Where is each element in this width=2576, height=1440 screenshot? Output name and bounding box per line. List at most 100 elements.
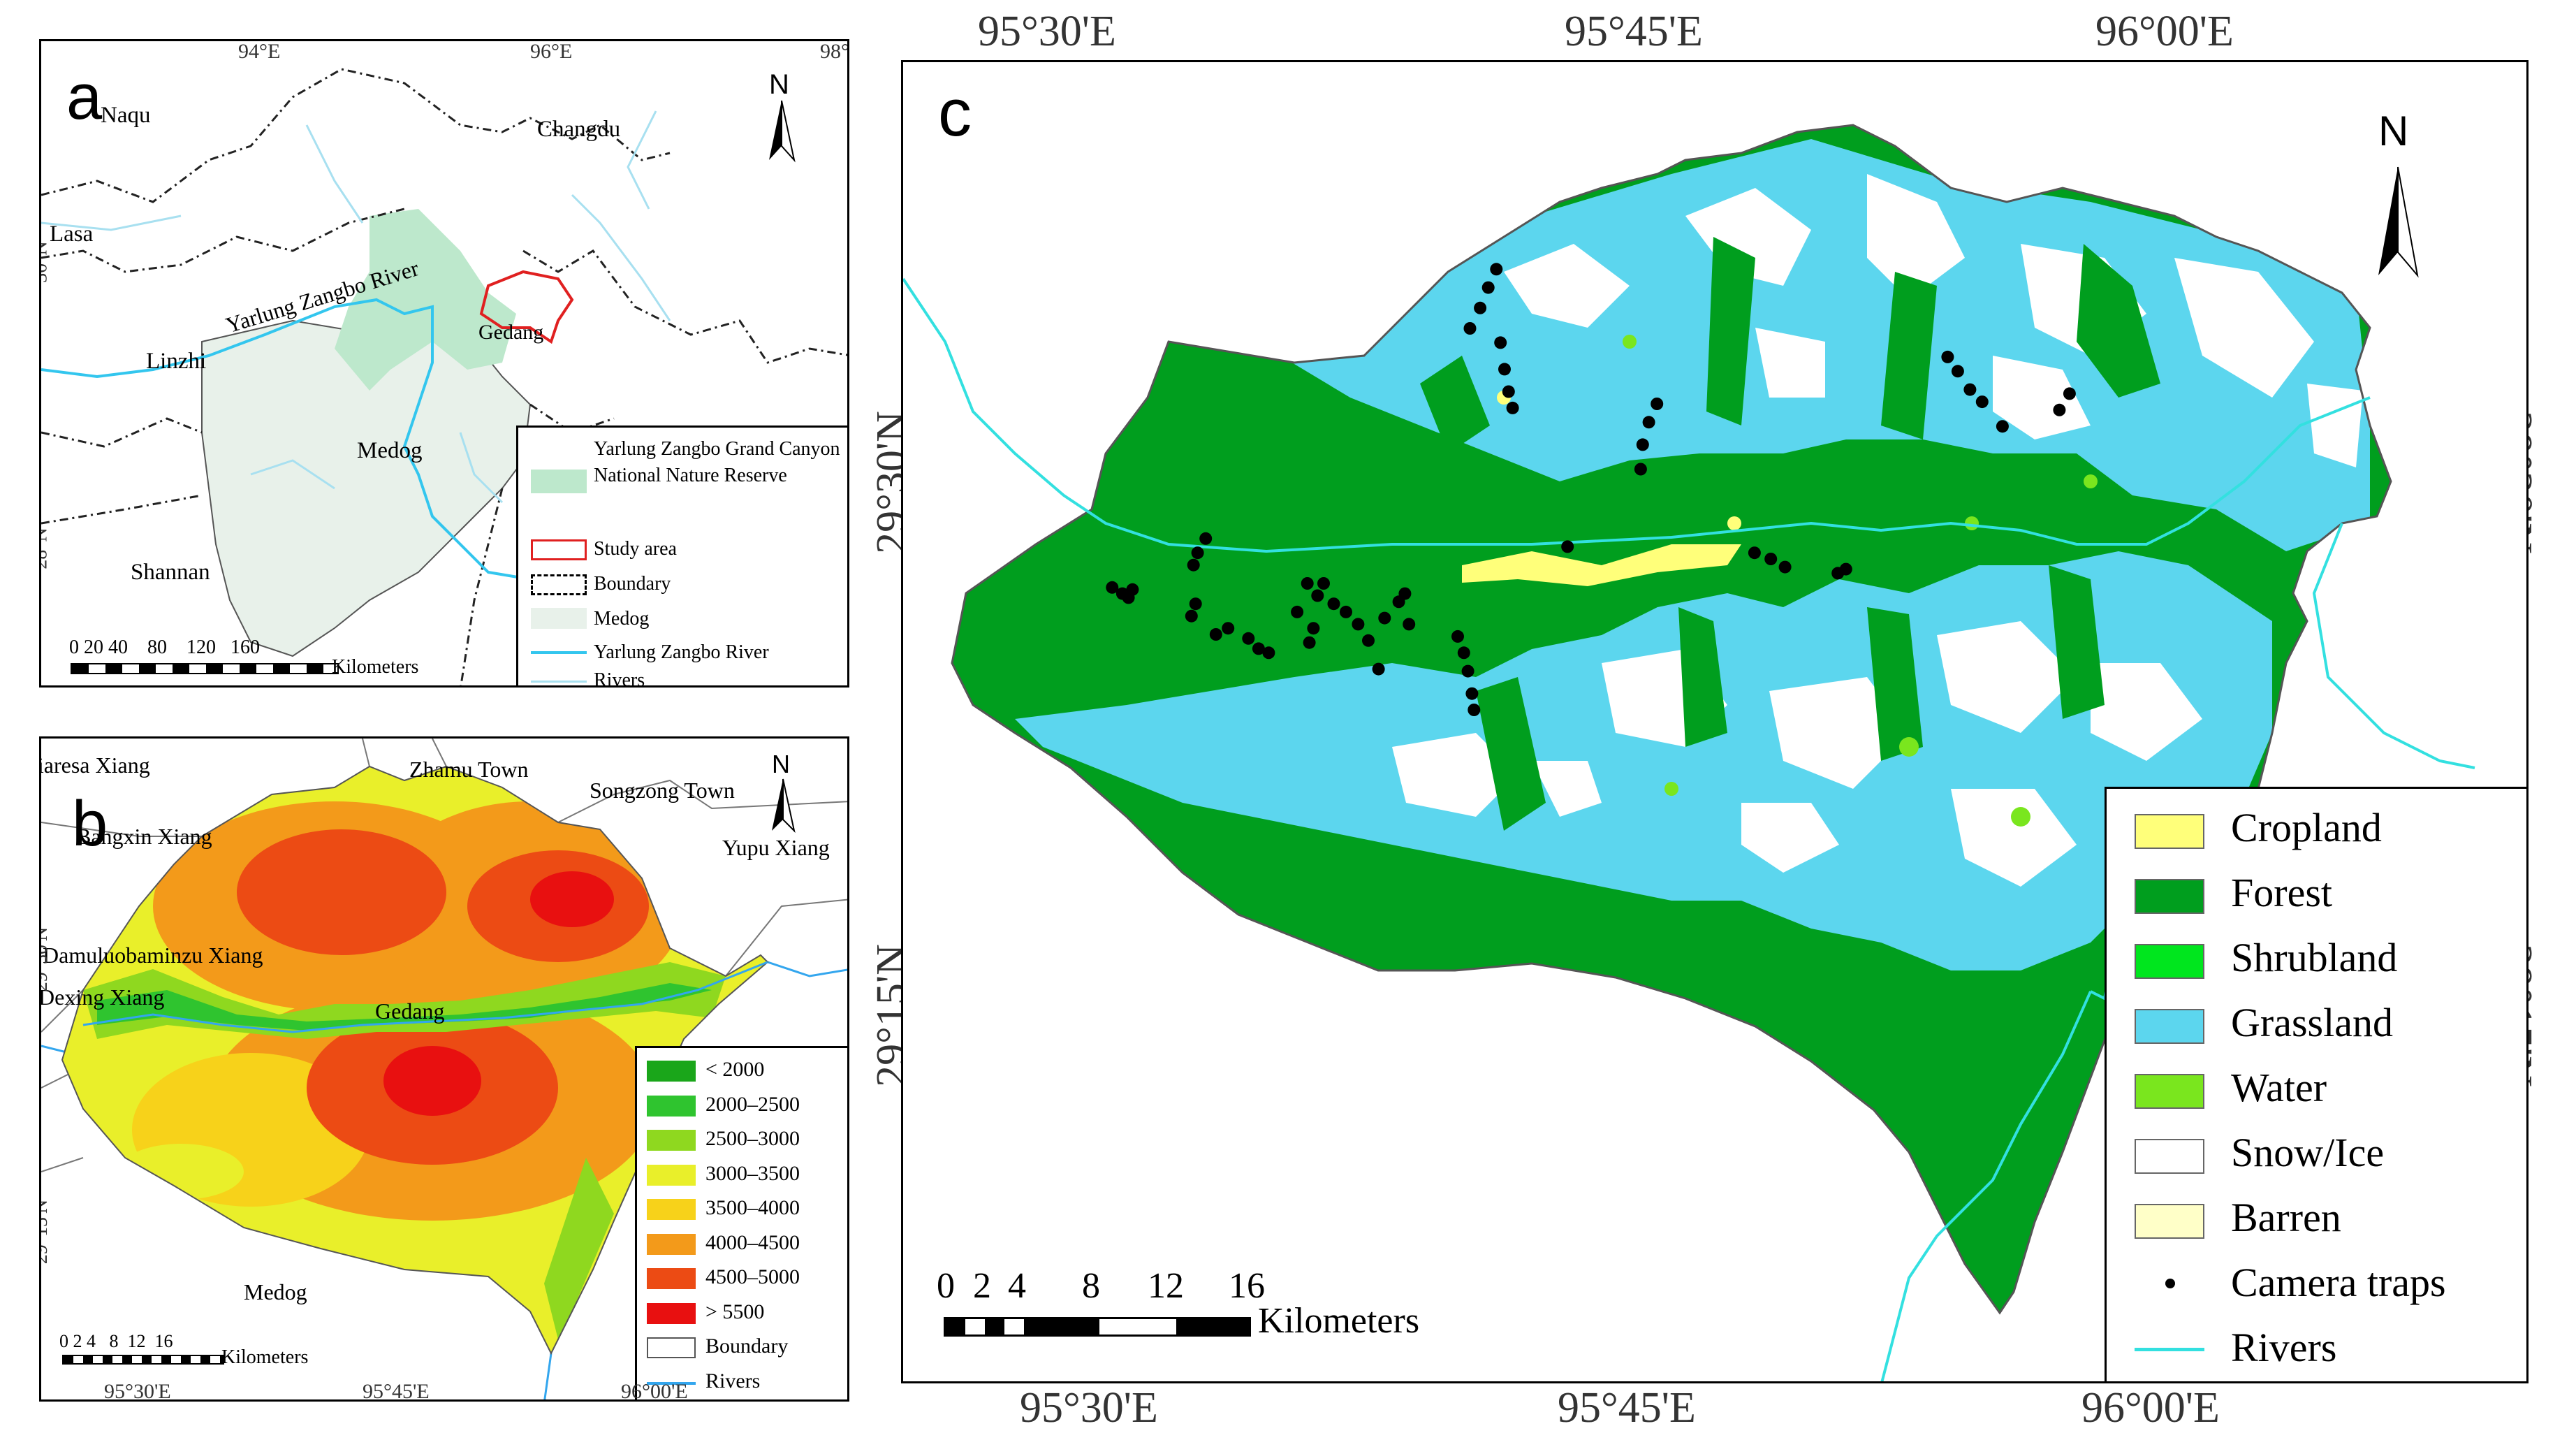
legend-swatch-medog: [531, 608, 587, 629]
camera-trap-point: [1461, 664, 1474, 678]
legend-label: Shrubland: [2231, 935, 2398, 980]
bottom-tick-1: 95°30'E: [104, 1380, 171, 1402]
scale-num-12: 12: [1148, 1266, 1184, 1306]
study-area-boundary: [61, 765, 769, 1355]
east-river: [2312, 523, 2475, 769]
legend-row: 3000–3500: [637, 1162, 847, 1190]
scale-bar: [62, 1355, 224, 1365]
legend-label-yarlung: Yarlung Zangbo River: [594, 641, 769, 663]
panel-c-legend: Cropland Forest Shrubland Grassland Water Sno…: [2105, 787, 2526, 1381]
top-tick-2: 96°E: [530, 40, 573, 63]
left-tick-1: 30°N: [39, 241, 52, 283]
panel-letter: a: [66, 61, 103, 133]
panel-letter: c: [938, 75, 972, 150]
camera-trap-point: [1242, 632, 1255, 645]
legend-label: Forest: [2231, 870, 2332, 915]
north-label: N: [2378, 108, 2409, 154]
camera-trap-point: [1748, 546, 1761, 560]
legend-row: 3500–4000: [637, 1196, 847, 1224]
legend-swatch: [2135, 1074, 2204, 1109]
scale-num-2: 2: [973, 1266, 991, 1306]
camera-trap-point: [1651, 398, 1664, 410]
place-medog: Medog: [357, 438, 423, 463]
legend-swatch: [2135, 1348, 2204, 1351]
camera-traps-layer: [1106, 263, 2076, 716]
camera-trap-point: [1372, 662, 1385, 676]
place-zhamu: Zhamu Town: [409, 757, 529, 782]
camera-trap-point: [1451, 630, 1464, 643]
south-river: [1880, 991, 2092, 1381]
scale-num-0: 0: [937, 1266, 955, 1306]
legend-row: < 2000: [637, 1058, 847, 1086]
legend-label: Grassland: [2231, 1000, 2393, 1045]
legend-row: Rivers: [2107, 1324, 2526, 1380]
main-river: [903, 277, 2371, 553]
panel-c-landcover-map: c N 0 2 4 8 12 16 Kilometers Cropland For…: [901, 60, 2529, 1383]
legend-row: Camera traps: [2107, 1259, 2526, 1315]
nature-reserve-area: [335, 209, 516, 391]
camera-trap-point: [1963, 383, 1977, 396]
scale-bar: [71, 663, 339, 674]
camera-trap-point: [1498, 363, 1511, 376]
camera-trap-point: [1362, 634, 1375, 647]
river-line: [82, 961, 768, 1033]
camera-trap-point: [1839, 562, 1852, 576]
legend-row: Barren: [2107, 1194, 2526, 1250]
place-changdu: Changdu: [537, 117, 621, 142]
left-tick-2: 29°15'N: [39, 1199, 52, 1265]
camera-trap-point: [1317, 577, 1330, 590]
panel-a-locator-map: 94°E 96°E 98° a N Naqu Changdu Lasa Linz…: [39, 39, 849, 688]
legend-label-rivers: Rivers: [594, 669, 645, 688]
legend-row: Shrubland: [2107, 934, 2526, 990]
camera-trap-point: [1340, 605, 1352, 618]
place-damuluobaminzu: Damuluobaminzu Xiang: [43, 943, 263, 968]
place-songzong: Songzong Town: [590, 778, 735, 803]
legend-label: 4500–5000: [705, 1265, 800, 1288]
legend-swatch: [2135, 944, 2204, 979]
scale-num-16: 16: [1229, 1266, 1265, 1306]
legend-row: 2000–2500: [637, 1093, 847, 1121]
legend-label: 4000–4500: [705, 1230, 800, 1254]
legend-label: 2500–3000: [705, 1127, 800, 1150]
legend-swatch: [2135, 1204, 2204, 1239]
camera-trap-point: [1378, 611, 1391, 625]
legend-swatch: [2135, 814, 2204, 849]
camera-trap-point: [1185, 609, 1198, 623]
legend-label: Camera traps: [2231, 1260, 2446, 1305]
camera-trap-point: [1941, 350, 1954, 363]
legend-row: 4000–4500: [637, 1230, 847, 1259]
scale-unit: Kilometers: [332, 656, 419, 678]
camera-trap-point: [1327, 597, 1340, 611]
panel-c-bottom-tick-3: 96°00'E: [2081, 1384, 2220, 1432]
legend-swatch: [2135, 1139, 2204, 1174]
legend-label-study-area: Study area: [594, 538, 677, 560]
camera-trap-point: [1494, 336, 1507, 349]
legend-row: Water: [2107, 1064, 2526, 1120]
panel-a-map-canvas: [41, 68, 847, 685]
legend-label-reserve: Yarlung Zangbo Grand Canyon National Nat…: [594, 438, 840, 486]
camera-trap-point: [1398, 587, 1412, 600]
camera-trap-point: [1634, 463, 1647, 476]
legend-label: > 5500: [705, 1300, 765, 1323]
place-jiaresa: jiaresa Xiang: [39, 752, 150, 778]
camera-trap-point: [1262, 646, 1275, 660]
bottom-tick-2: 95°45'E: [363, 1380, 430, 1402]
legend-swatch: [647, 1381, 696, 1385]
legend-swatch-boundary: [531, 574, 587, 595]
legend-swatch-reserve: [531, 470, 587, 493]
legend-label: Boundary: [705, 1334, 789, 1358]
place-medog: Medog: [244, 1279, 307, 1304]
legend-label: 3500–4000: [705, 1196, 800, 1219]
camera-trap-point: [1481, 281, 1495, 294]
place-bangxin: Bangxin Xiang: [76, 824, 212, 849]
camera-trap-point: [1975, 395, 1989, 409]
place-linzhi: Linzhi: [146, 349, 207, 374]
camera-trap-point: [1636, 438, 1649, 451]
camera-trap-point: [1778, 560, 1792, 574]
camera-trap-point: [1311, 589, 1324, 602]
place-gedang: Gedang: [375, 998, 445, 1024]
camera-trap-point: [1403, 618, 1416, 631]
panel-b-elevation-map: b N jiaresa Xiang Zhamu Town Songzong To…: [39, 736, 849, 1402]
camera-trap-point: [1457, 646, 1470, 660]
panel-c-bottom-tick-2: 95°45'E: [1558, 1384, 1696, 1432]
